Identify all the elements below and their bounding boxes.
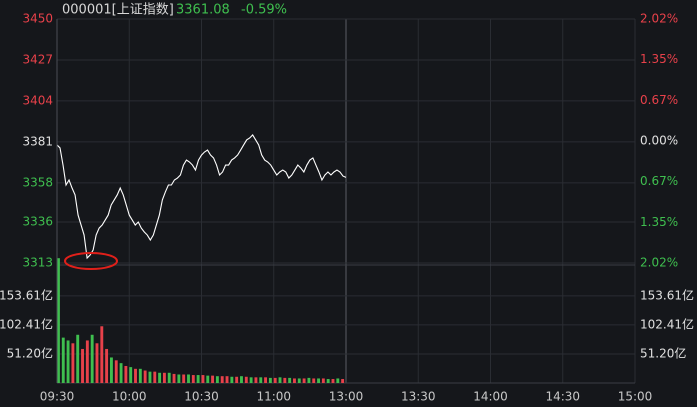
volume-bar (336, 378, 340, 383)
volume-bar (259, 377, 263, 383)
volume-bar (302, 378, 306, 383)
x-tick-label: 09:30 (40, 390, 75, 404)
stock-code: 000001[上证指数] (62, 3, 174, 18)
volume-bar (172, 373, 176, 383)
volume-bar (201, 375, 205, 383)
volume-bar (158, 372, 162, 383)
volume-bar (321, 378, 325, 383)
volume-bar (119, 363, 123, 383)
volume-bar (264, 377, 268, 383)
volume-bar (297, 378, 301, 383)
volume-bar (85, 340, 89, 383)
y-tick-label: 3358 (22, 175, 53, 189)
x-tick-label: 14:30 (545, 390, 580, 404)
x-tick-label: 10:30 (184, 390, 219, 404)
volume-bar (187, 374, 190, 383)
y-tick-label: 3336 (22, 215, 53, 229)
x-tick-label: 15:00 (618, 390, 653, 404)
volume-bar (57, 258, 60, 383)
y-tick-label: 3313 (22, 256, 53, 270)
x-tick-label: 13:00 (329, 390, 364, 404)
volume-bar (273, 377, 277, 383)
volume-bar (182, 374, 186, 383)
x-tick-label: 14:00 (473, 390, 508, 404)
volume-bar (268, 377, 272, 383)
y-tick-label: 3381 (22, 134, 53, 148)
volume-bar (81, 348, 84, 383)
volume-bar (129, 367, 133, 383)
volume-bar (278, 377, 282, 383)
y2-tick-label: 1.35% (640, 52, 678, 66)
volume-tick-label: 153.61亿 (640, 287, 694, 302)
volume-tick-label: 51.20亿 (7, 345, 53, 360)
volume-bar (124, 365, 128, 383)
x-tick-label: 13:30 (401, 390, 436, 404)
stock-change: -0.59% (241, 3, 287, 18)
volume-tick-label: 51.20亿 (640, 345, 686, 360)
y-tick-label: 3427 (22, 52, 53, 66)
volume-bar (312, 378, 316, 383)
volume-tick-label: 153.61亿 (0, 287, 53, 302)
volume-bar (283, 377, 287, 383)
y2-tick-label: 0.67% (640, 93, 678, 107)
volume-bar (134, 368, 137, 383)
volume-bar (109, 357, 113, 383)
volume-bar (230, 376, 234, 383)
volume-bar (66, 340, 70, 383)
volume-bar (206, 375, 210, 383)
volume-bar (167, 372, 171, 383)
volume-bar (196, 375, 200, 383)
volume-bar (249, 377, 253, 383)
volume-bar (76, 334, 80, 383)
volume-bar (143, 370, 147, 383)
volume-tick-label: 102.41亿 (0, 316, 53, 331)
volume-bar (100, 326, 104, 383)
x-tick-label: 11:00 (256, 390, 291, 404)
volume-bar (114, 360, 118, 383)
volume-bar (90, 334, 94, 383)
volume-bar (293, 378, 296, 383)
volume-bar (244, 376, 248, 383)
y-tick-label: 3404 (22, 93, 53, 107)
volume-bar (211, 375, 215, 383)
marks (56, 134, 347, 383)
volume-bar (326, 379, 330, 383)
volume-bar (61, 337, 65, 383)
volume-bar (153, 371, 157, 383)
volume-bar (220, 376, 224, 383)
volume-bar (235, 376, 239, 383)
volume-bar (307, 377, 311, 383)
volume-bar (177, 374, 181, 383)
y2-tick-label: 0.00% (640, 134, 678, 148)
volume-bar (215, 376, 219, 383)
y2-tick-label: 0.67% (640, 174, 678, 188)
volume-bar (191, 375, 195, 383)
volume-bar (162, 372, 166, 383)
y2-tick-label: 2.02% (640, 256, 678, 270)
x-tick-label: 10:00 (112, 390, 147, 404)
volume-bar (331, 379, 335, 383)
volume-bar (288, 377, 292, 383)
volume-bar (240, 376, 243, 383)
volume-bar (225, 376, 229, 383)
highlight-ellipse (64, 252, 118, 270)
volume-tick-label: 102.41亿 (640, 316, 694, 331)
volume-bar (71, 343, 75, 383)
volume-bar (148, 371, 152, 383)
y-tick-label: 3450 (22, 12, 53, 26)
y2-tick-label: 2.02% (640, 12, 678, 26)
volume-bar (95, 343, 99, 383)
volume-bar (254, 377, 258, 383)
stock-price: 3361.08 (176, 3, 230, 18)
volume-bar (138, 368, 142, 383)
volume-bar (317, 378, 320, 383)
price-line (56, 134, 347, 260)
y2-tick-label: 1.35% (640, 215, 678, 229)
volume-bar (105, 348, 109, 383)
volume-bar (341, 379, 345, 383)
grid (56, 18, 636, 384)
